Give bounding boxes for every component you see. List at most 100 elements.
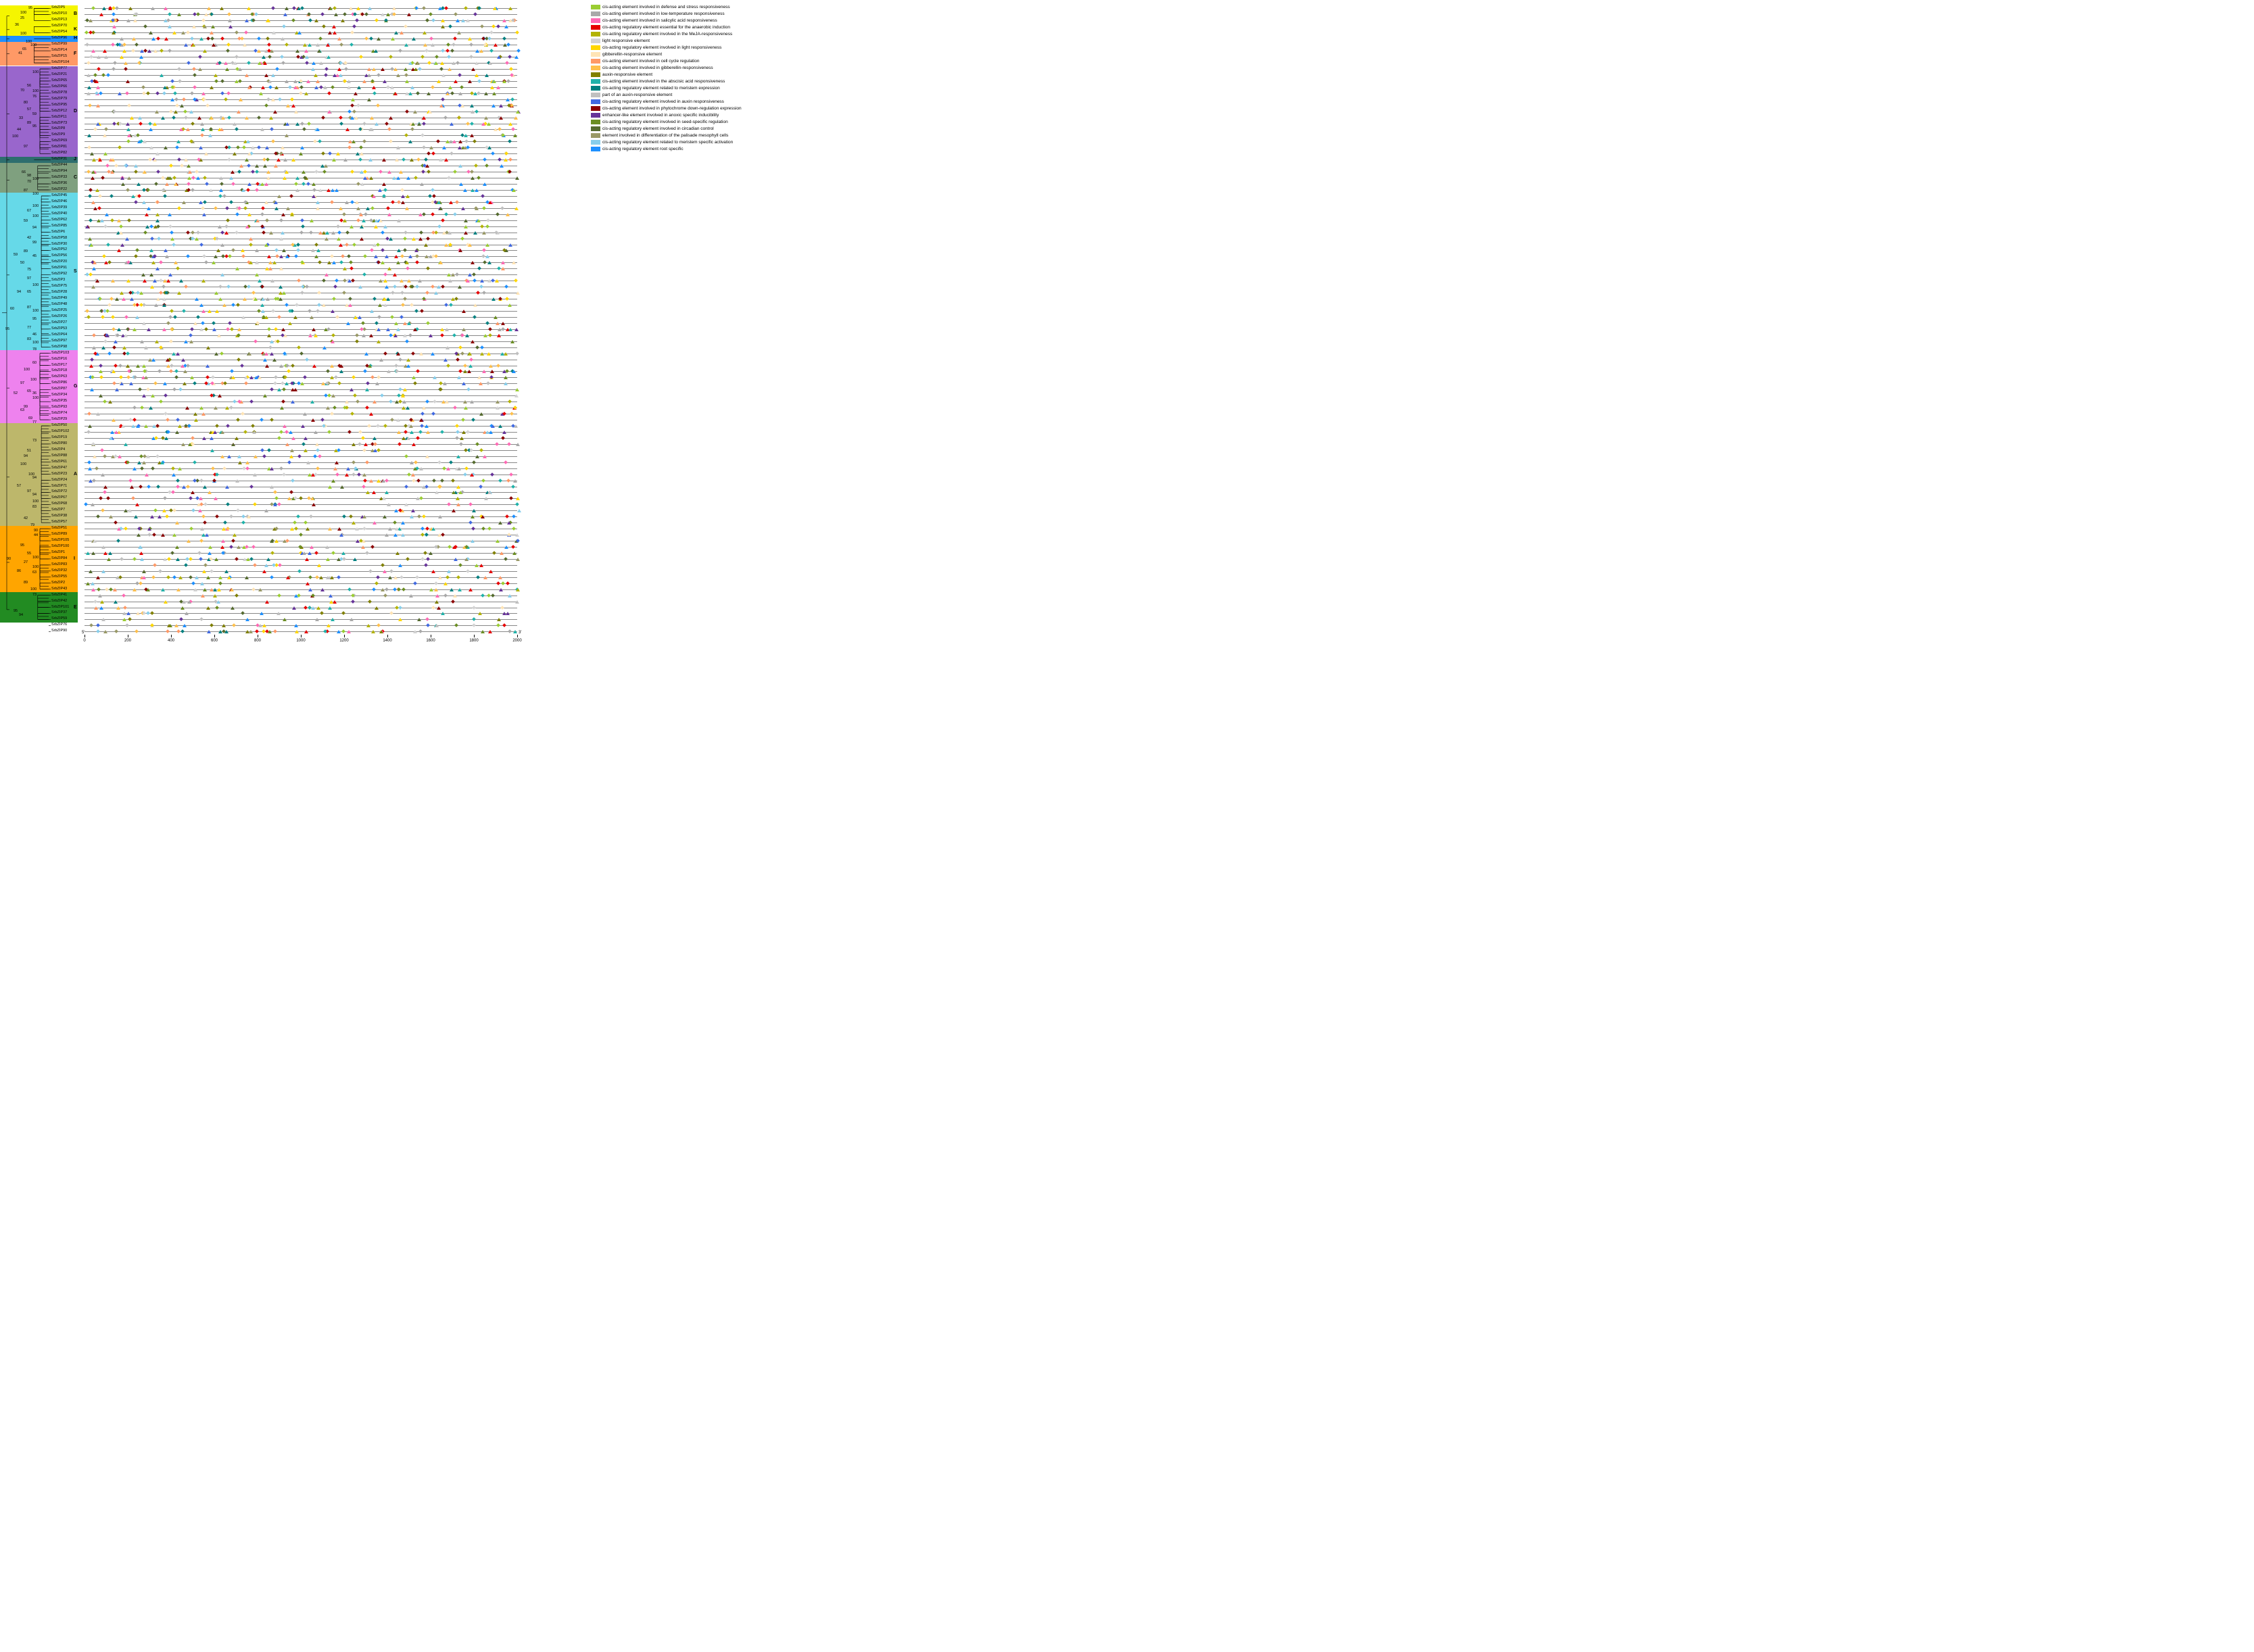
cis-element-marker	[261, 86, 265, 89]
cis-element-marker	[270, 539, 274, 543]
cis-element-marker	[443, 582, 448, 585]
svg-text:99: 99	[32, 241, 37, 245]
cis-element-marker	[441, 533, 445, 537]
cis-element-marker	[266, 176, 270, 180]
cis-element-marker	[247, 7, 251, 10]
cis-element-marker	[423, 43, 427, 47]
cis-element-marker	[99, 376, 103, 380]
cis-element-marker	[147, 91, 151, 95]
cis-element-marker	[400, 575, 404, 579]
cis-element-marker	[167, 624, 171, 627]
cis-element-marker	[135, 629, 139, 633]
gene-label: SrbZIP51	[51, 527, 67, 531]
cis-element-marker	[348, 303, 352, 307]
legend-swatch	[591, 25, 600, 30]
cis-element-marker	[201, 533, 206, 537]
svg-text:97: 97	[27, 489, 31, 493]
cis-element-marker	[274, 539, 279, 543]
gene-label: SrbZIP87	[51, 387, 67, 391]
cis-element-marker	[357, 182, 361, 186]
cis-element-marker	[399, 358, 403, 362]
cis-element-marker	[172, 31, 176, 34]
cis-element-marker	[326, 370, 330, 374]
cis-element-marker	[261, 297, 265, 301]
cis-element-marker	[514, 394, 519, 397]
cis-element-marker	[166, 430, 170, 434]
cis-element-marker	[322, 151, 326, 155]
cis-element-marker	[176, 485, 180, 489]
legend-row: cis-acting element involved in phytochro…	[591, 105, 895, 112]
cis-element-marker	[270, 340, 274, 343]
cis-element-marker	[175, 431, 179, 434]
cis-element-marker	[425, 49, 429, 53]
cis-element-marker	[415, 575, 419, 579]
cis-element-marker	[513, 479, 517, 483]
cis-element-marker	[418, 629, 423, 633]
cis-element-marker	[337, 382, 341, 386]
cis-element-marker	[190, 91, 194, 95]
cis-element-marker	[421, 134, 425, 138]
cis-element-marker	[325, 237, 329, 241]
cis-element-marker	[119, 231, 123, 235]
legend-label: cis-acting regulatory element related to…	[602, 86, 720, 91]
cis-element-marker	[464, 448, 468, 452]
cis-element-marker	[137, 533, 141, 537]
cis-element-marker	[266, 558, 270, 561]
cis-element-marker	[193, 588, 197, 591]
svg-text:95: 95	[32, 124, 37, 128]
cis-element-marker	[251, 545, 256, 549]
cis-element-marker	[506, 612, 510, 615]
cis-element-marker	[235, 80, 239, 83]
cis-element-marker	[366, 624, 370, 627]
cis-element-marker	[87, 145, 91, 149]
cis-element-marker	[496, 400, 500, 404]
cis-element-marker	[372, 195, 376, 198]
cis-element-marker	[360, 183, 364, 186]
cis-element-marker	[376, 424, 380, 428]
cis-element-marker	[331, 340, 335, 343]
legend-label: cis-acting regulatory element root speci…	[602, 147, 684, 151]
cis-element-marker	[517, 49, 521, 53]
cis-element-marker	[383, 279, 387, 283]
cis-element-marker	[279, 297, 283, 301]
cis-element-marker	[186, 485, 190, 489]
cis-element-marker	[496, 212, 500, 216]
cis-element-marker	[471, 261, 475, 264]
cis-element-marker	[190, 376, 194, 379]
cis-element-marker	[429, 13, 433, 17]
cis-element-marker	[496, 24, 500, 28]
cis-element-marker	[508, 7, 512, 10]
cis-element-marker	[229, 321, 233, 325]
cis-element-marker	[494, 128, 498, 131]
cis-element-marker	[480, 352, 484, 356]
cis-element-marker	[404, 24, 408, 28]
cis-element-marker	[233, 152, 237, 155]
cis-element-marker	[419, 418, 423, 422]
cis-element-marker	[142, 364, 146, 368]
cis-element-marker	[265, 267, 269, 270]
cis-element-marker	[209, 189, 213, 192]
cis-element-marker	[156, 37, 160, 41]
cis-element-marker	[216, 249, 220, 252]
cis-element-marker	[508, 399, 512, 404]
cis-element-marker	[258, 588, 262, 591]
cis-element-marker	[328, 151, 332, 155]
cis-element-marker	[469, 358, 473, 362]
group-letter-S: S	[74, 269, 77, 274]
cis-element-marker	[279, 237, 283, 241]
cis-element-marker	[350, 225, 354, 228]
cis-element-marker	[403, 322, 407, 325]
cis-element-marker	[511, 485, 515, 489]
cis-element-marker	[96, 104, 100, 107]
cis-element-marker	[507, 442, 511, 446]
cis-element-marker	[452, 509, 456, 512]
cis-element-marker	[406, 557, 410, 561]
cis-element-marker	[153, 382, 158, 386]
cis-element-marker	[251, 587, 256, 591]
cis-element-marker	[467, 387, 471, 391]
cis-element-marker	[404, 43, 408, 47]
cis-element-marker	[127, 218, 131, 222]
cis-element-marker	[506, 479, 510, 483]
cis-element-marker	[382, 183, 386, 186]
cis-element-marker	[211, 25, 215, 28]
